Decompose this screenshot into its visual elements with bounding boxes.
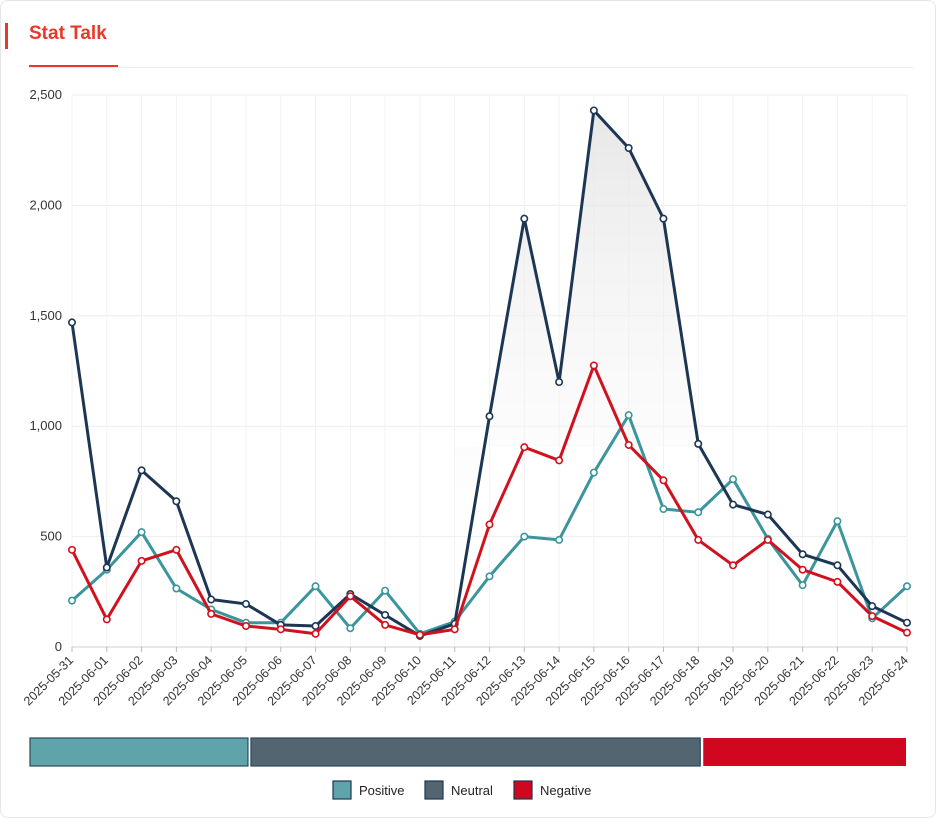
data-point-negative[interactable] <box>694 535 703 544</box>
data-point-negative[interactable] <box>241 622 250 631</box>
data-point-neutral[interactable] <box>694 439 703 448</box>
data-point-neutral[interactable] <box>659 214 668 223</box>
legend-label-negative[interactable]: Negative <box>540 783 591 798</box>
data-point-negative[interactable] <box>381 620 390 629</box>
range-segment-neutral[interactable] <box>250 737 701 767</box>
data-point-negative[interactable] <box>763 535 772 544</box>
data-point-positive[interactable] <box>694 508 703 517</box>
series-lines <box>68 106 911 640</box>
data-point-negative[interactable] <box>624 440 633 449</box>
legend-swatch-neutral[interactable] <box>424 780 444 800</box>
y-tick-label: 2,500 <box>29 87 62 102</box>
range-segment-negative[interactable] <box>703 738 906 766</box>
data-point-neutral[interactable] <box>833 561 842 570</box>
range-bar[interactable] <box>29 737 906 767</box>
data-point-positive[interactable] <box>798 581 807 590</box>
y-axis: 0 500 1,000 1,500 2,000 2,500 <box>29 87 62 654</box>
data-point-negative[interactable] <box>833 577 842 586</box>
data-point-positive[interactable] <box>589 468 598 477</box>
data-point-positive[interactable] <box>311 582 320 591</box>
data-point-negative[interactable] <box>311 629 320 638</box>
data-point-neutral[interactable] <box>798 550 807 559</box>
y-tick-label: 0 <box>55 639 62 654</box>
legend-label-positive[interactable]: Positive <box>359 783 405 798</box>
y-tick-label: 500 <box>40 529 62 544</box>
data-point-neutral[interactable] <box>207 595 216 604</box>
page-title: Stat Talk <box>29 23 107 44</box>
data-point-positive[interactable] <box>520 532 529 541</box>
data-point-neutral[interactable] <box>172 497 181 506</box>
data-point-negative[interactable] <box>172 545 181 554</box>
data-point-neutral[interactable] <box>729 500 738 509</box>
legend[interactable]: Positive Neutral Negative <box>332 780 591 800</box>
data-point-neutral[interactable] <box>555 378 564 387</box>
title-underline <box>29 65 118 67</box>
data-point-positive[interactable] <box>485 572 494 581</box>
data-point-neutral[interactable] <box>624 143 633 152</box>
data-point-neutral[interactable] <box>763 510 772 519</box>
data-point-positive[interactable] <box>624 411 633 420</box>
data-point-positive[interactable] <box>833 517 842 526</box>
data-point-neutral[interactable] <box>381 610 390 619</box>
data-point-positive[interactable] <box>902 582 911 591</box>
data-point-positive[interactable] <box>729 475 738 484</box>
legend-swatch-positive[interactable] <box>332 780 352 800</box>
x-axis: 2025-05-312025-06-012025-06-022025-06-03… <box>21 646 911 708</box>
data-point-neutral[interactable] <box>102 563 111 572</box>
data-point-negative[interactable] <box>659 476 668 485</box>
data-point-negative[interactable] <box>346 592 355 601</box>
data-point-positive[interactable] <box>346 624 355 633</box>
y-tick-label: 1,500 <box>29 308 62 323</box>
data-point-negative[interactable] <box>520 443 529 452</box>
legend-label-neutral[interactable]: Neutral <box>451 783 493 798</box>
range-segment-positive[interactable] <box>29 737 249 767</box>
y-tick-label: 2,000 <box>29 197 62 212</box>
data-point-neutral[interactable] <box>589 106 598 115</box>
grid <box>71 94 908 648</box>
data-point-negative[interactable] <box>450 625 459 634</box>
data-point-negative[interactable] <box>102 615 111 624</box>
data-point-positive[interactable] <box>381 586 390 595</box>
data-point-negative[interactable] <box>68 545 77 554</box>
data-point-neutral[interactable] <box>520 214 529 223</box>
data-point-negative[interactable] <box>276 625 285 634</box>
data-point-neutral[interactable] <box>902 618 911 627</box>
data-point-negative[interactable] <box>798 565 807 574</box>
legend-swatch-negative[interactable] <box>513 780 533 800</box>
data-point-negative[interactable] <box>902 628 911 637</box>
data-point-positive[interactable] <box>172 584 181 593</box>
y-tick-label: 1,000 <box>29 418 62 433</box>
data-point-positive[interactable] <box>555 535 564 544</box>
data-point-negative[interactable] <box>555 456 564 465</box>
data-point-neutral[interactable] <box>868 602 877 611</box>
data-point-positive[interactable] <box>137 528 146 537</box>
shaded-region <box>454 110 699 624</box>
data-point-negative[interactable] <box>729 561 738 570</box>
data-point-negative[interactable] <box>415 630 424 639</box>
data-point-neutral[interactable] <box>241 599 250 608</box>
data-point-negative[interactable] <box>207 609 216 618</box>
data-point-negative[interactable] <box>868 612 877 621</box>
title-accent-bar <box>5 23 8 49</box>
data-point-negative[interactable] <box>589 361 598 370</box>
data-point-positive[interactable] <box>659 504 668 513</box>
shaded-area <box>454 110 699 624</box>
data-point-negative[interactable] <box>485 520 494 529</box>
data-point-negative[interactable] <box>137 556 146 565</box>
data-point-neutral[interactable] <box>485 412 494 421</box>
data-point-positive[interactable] <box>68 596 77 605</box>
title-divider <box>29 67 913 68</box>
data-point-neutral[interactable] <box>311 622 320 631</box>
data-point-neutral[interactable] <box>68 318 77 327</box>
data-point-neutral[interactable] <box>137 466 146 475</box>
